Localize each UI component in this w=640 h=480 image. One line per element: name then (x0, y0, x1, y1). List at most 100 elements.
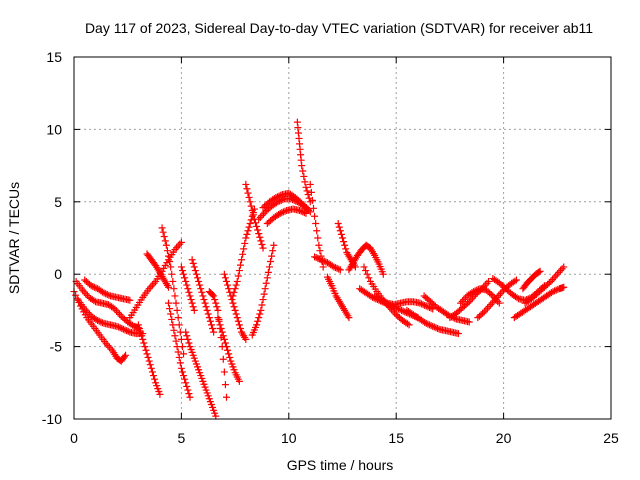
data-point (235, 321, 243, 329)
data-point (143, 350, 151, 358)
data-point (212, 299, 220, 307)
data-point (147, 283, 155, 291)
data-point (249, 211, 257, 219)
data-point (224, 281, 232, 289)
data-point (173, 244, 181, 252)
data-point (253, 321, 261, 329)
data-point (212, 412, 220, 420)
data-point (425, 304, 433, 312)
data-point (365, 274, 373, 282)
data-point (315, 241, 323, 249)
data-point (233, 314, 241, 322)
data-point (487, 290, 495, 298)
y-tick-label: -10 (42, 411, 62, 427)
data-point (233, 277, 241, 285)
data-point (332, 264, 340, 272)
data-point (198, 288, 206, 296)
data-point (300, 209, 308, 217)
data-point (259, 244, 267, 252)
data-point (80, 288, 88, 296)
data-point (172, 299, 180, 307)
data-point (336, 266, 344, 274)
y-tick-label: 10 (46, 121, 62, 137)
data-point (535, 268, 543, 276)
data-point (231, 306, 239, 314)
data-point (335, 223, 343, 231)
data-point (203, 306, 211, 314)
data-point (223, 393, 231, 401)
data-point (199, 292, 207, 300)
data-point (137, 328, 145, 336)
data-point (430, 323, 438, 331)
data-point (147, 364, 155, 372)
data-point (211, 296, 219, 304)
data-point (260, 210, 268, 218)
data-point (187, 296, 195, 304)
data-point (196, 281, 204, 289)
data-point (189, 303, 197, 311)
data-point (278, 209, 286, 217)
data-point (483, 279, 491, 287)
data-point (270, 241, 278, 249)
data-point (150, 279, 158, 287)
data-point (243, 185, 251, 193)
data-point (97, 318, 105, 326)
data-point (260, 290, 268, 298)
data-point (316, 247, 324, 255)
data-point (416, 299, 424, 307)
data-point (225, 350, 233, 358)
data-point (220, 368, 228, 376)
data-point (279, 208, 287, 216)
data-point (90, 283, 98, 291)
data-point (173, 343, 181, 351)
data-point (176, 240, 184, 248)
data-point (180, 372, 188, 380)
data-point (200, 296, 208, 304)
data-point (95, 317, 103, 325)
data-point (102, 290, 110, 298)
data-point (496, 290, 504, 298)
data-point (254, 317, 262, 325)
data-point (247, 216, 255, 224)
data-point (434, 325, 442, 332)
data-point (256, 233, 264, 241)
data-point (214, 306, 222, 314)
data-point (255, 230, 263, 238)
data-point (276, 209, 284, 217)
data-point (105, 343, 113, 351)
data-point (262, 279, 270, 287)
data-point (258, 212, 266, 220)
data-point (240, 245, 248, 253)
data-point (473, 286, 481, 294)
data-point (169, 321, 177, 329)
data-points (70, 118, 568, 420)
data-point (470, 288, 478, 296)
data-point (311, 253, 319, 261)
data-point (72, 291, 80, 299)
data-point (267, 258, 275, 266)
data-point (190, 306, 198, 314)
data-point (138, 332, 146, 340)
data-point (258, 301, 266, 309)
data-point (360, 263, 368, 271)
data-point (173, 306, 181, 314)
data-point (302, 209, 310, 217)
data-point (178, 368, 186, 376)
data-point (156, 390, 164, 398)
data-point (298, 162, 306, 170)
data-point (185, 390, 193, 398)
x-tick-label: 5 (178, 430, 186, 446)
data-point (308, 196, 316, 204)
data-point (299, 167, 307, 175)
data-point (171, 332, 179, 340)
data-point (245, 193, 253, 201)
data-point (335, 265, 343, 273)
data-point (122, 351, 130, 359)
data-point (205, 314, 213, 322)
data-point (246, 198, 254, 206)
data-point (190, 263, 198, 271)
data-point (174, 314, 182, 322)
data-point (145, 357, 153, 365)
data-point (312, 254, 320, 262)
data-point (256, 213, 264, 221)
